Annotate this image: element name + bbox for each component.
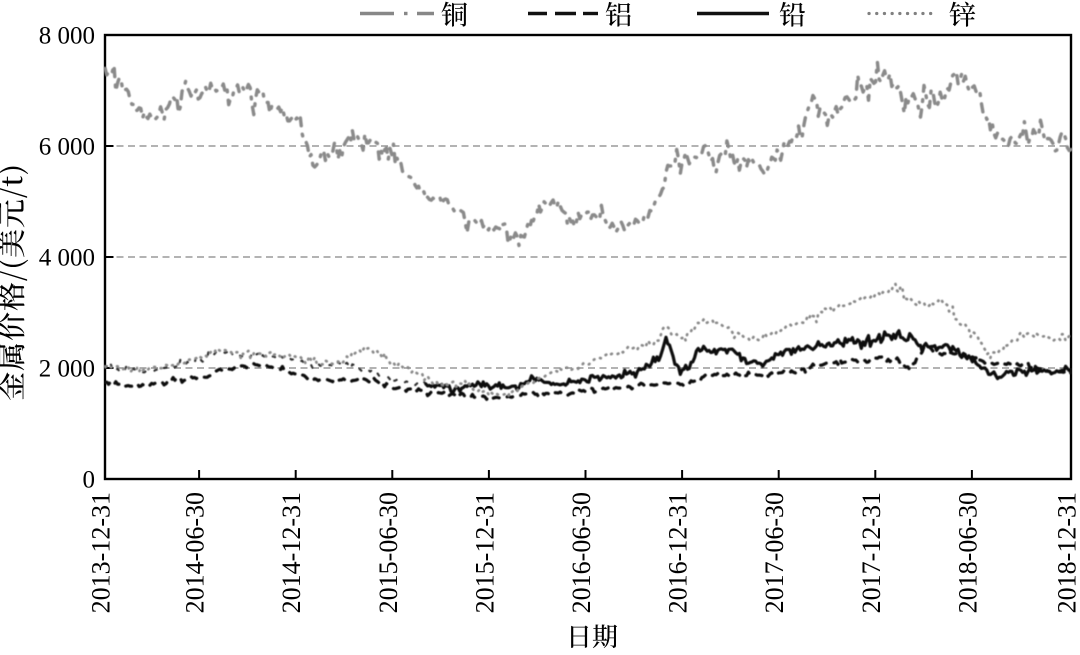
svg-text:2014-06-30: 2014-06-30: [181, 492, 210, 613]
svg-text:2018-06-30: 2018-06-30: [953, 492, 982, 613]
svg-text:4 000: 4 000: [39, 245, 95, 272]
svg-text:0: 0: [83, 467, 96, 494]
svg-text:2013-12-31: 2013-12-31: [87, 492, 116, 613]
svg-text:2014-12-31: 2014-12-31: [277, 492, 306, 613]
svg-text:8 000: 8 000: [39, 23, 95, 50]
svg-text:2018-12-31: 2018-12-31: [1053, 492, 1080, 613]
svg-text:6 000: 6 000: [39, 134, 95, 161]
svg-text:2015-06-30: 2015-06-30: [374, 492, 403, 613]
svg-text:2016-12-31: 2016-12-31: [664, 492, 693, 613]
svg-text:2017-06-30: 2017-06-30: [760, 492, 789, 613]
svg-text:2017-12-31: 2017-12-31: [857, 492, 886, 613]
svg-text:2015-12-31: 2015-12-31: [470, 492, 499, 613]
svg-text:2016-06-30: 2016-06-30: [567, 492, 596, 613]
svg-text:2 000: 2 000: [39, 356, 95, 383]
